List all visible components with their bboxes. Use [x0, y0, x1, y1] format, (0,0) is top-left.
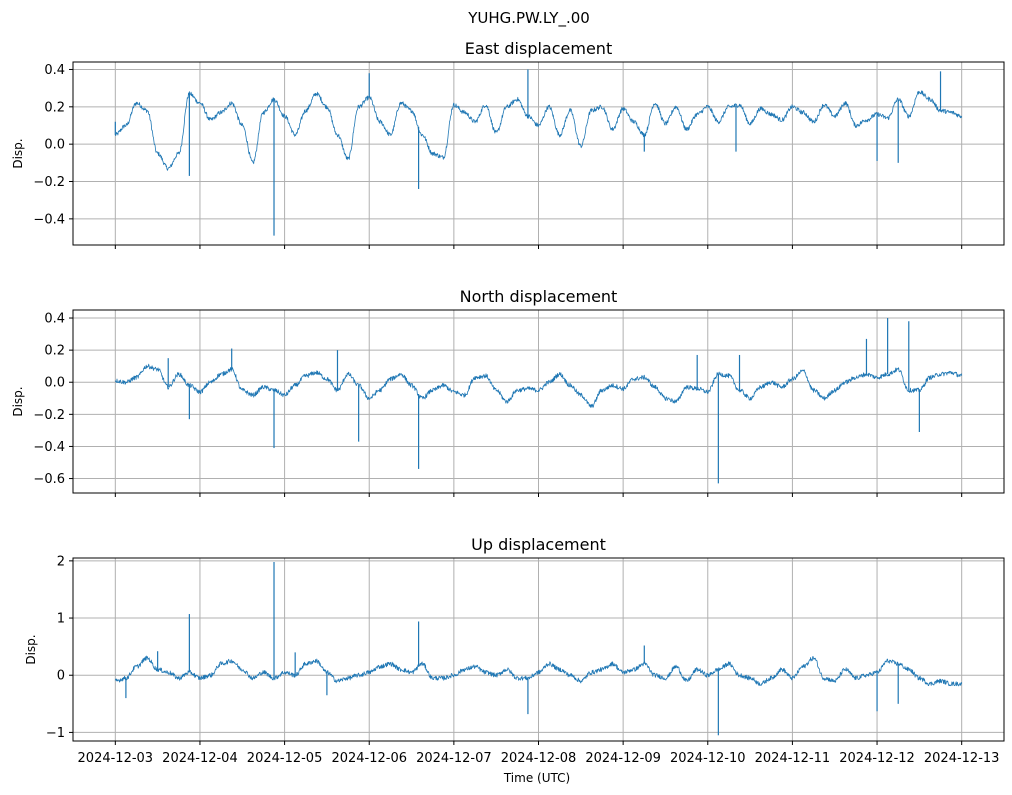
xtick-label: 2024-12-08 — [501, 751, 577, 766]
east-displacement-title: East displacement — [465, 39, 612, 58]
east-displacement-ytick-label: −0.4 — [33, 212, 65, 227]
up-displacement-trace — [114, 655, 963, 687]
figure-title: YUHG.PW.LY_.00 — [467, 9, 590, 28]
xtick-label: 2024-12-05 — [247, 751, 323, 766]
north-displacement-title: North displacement — [460, 287, 618, 306]
xtick-label: 2024-12-13 — [924, 751, 1000, 766]
xtick-label: 2024-12-12 — [839, 751, 915, 766]
north-displacement-ytick-label: 0.4 — [44, 312, 65, 327]
north-displacement-ylabel: Disp. — [11, 386, 25, 416]
xtick-label: 2024-12-11 — [755, 751, 831, 766]
east-displacement-ytick-label: −0.2 — [33, 175, 65, 190]
xtick-label: 2024-12-04 — [162, 751, 238, 766]
north-displacement-ytick-label: 0.0 — [44, 376, 65, 391]
north-displacement-ytick-label: −0.2 — [33, 408, 65, 423]
north-displacement-ytick-label: −0.4 — [33, 440, 65, 455]
east-displacement-trace — [114, 90, 963, 171]
north-displacement-ytick-label: 0.2 — [44, 344, 65, 359]
up-displacement-ylabel: Disp. — [24, 634, 38, 664]
xtick-label: 2024-12-06 — [331, 751, 407, 766]
xtick-label: 2024-12-09 — [585, 751, 661, 766]
north-displacement-ytick-label: −0.6 — [33, 472, 65, 487]
up-displacement-panel: Up displacement −1 0 1 2 Disp. 2024-12-03 2024-… — [24, 535, 1005, 766]
xtick-label: 2024-12-03 — [78, 751, 154, 766]
up-displacement-title: Up displacement — [471, 535, 606, 554]
east-displacement-ytick-label: 0.2 — [44, 100, 65, 115]
north-displacement-panel: North displacement −0.6 −0.4 −0.2 0.0 0.2 0.4 D… — [11, 287, 1005, 497]
north-displacement-grid — [73, 310, 1004, 493]
x-axis-label: Time (UTC) — [503, 771, 570, 785]
east-displacement-ytick-label: 0.4 — [44, 63, 65, 78]
up-displacement-ytick-label: −1 — [46, 726, 65, 741]
east-displacement-ytick-label: 0.0 — [44, 138, 65, 153]
east-displacement-panel: East displacement −0.4 −0.2 0.0 0.2 0.4 Disp. — [11, 39, 1005, 249]
up-displacement-ytick-label: 1 — [57, 612, 65, 627]
up-displacement-grid — [73, 558, 1004, 741]
xtick-label: 2024-12-10 — [670, 751, 746, 766]
up-displacement-ytick-label: 2 — [57, 554, 65, 569]
panels: East displacement−0.4−0.20.00.20.4Disp.N… — [11, 39, 1005, 766]
north-displacement-trace — [114, 363, 963, 408]
east-displacement-ylabel: Disp. — [11, 138, 25, 168]
up-displacement-ytick-label: 0 — [57, 669, 65, 684]
east-displacement-grid — [73, 62, 1004, 245]
xtick-label: 2024-12-07 — [416, 751, 492, 766]
